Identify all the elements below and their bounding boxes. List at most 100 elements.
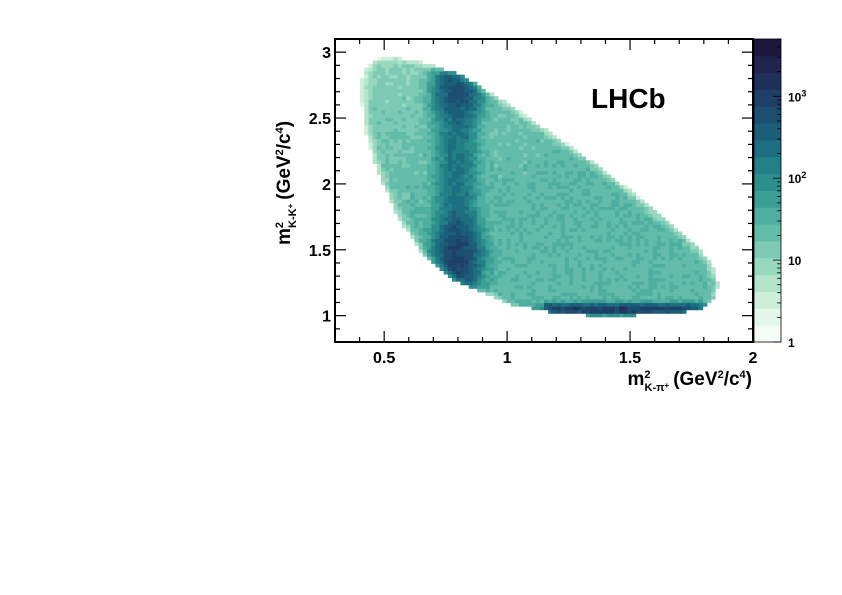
- heatmap-cell: [502, 121, 506, 125]
- heatmap-cell: [423, 224, 427, 228]
- heatmap-cell: [435, 117, 439, 121]
- heatmap-cell: [448, 210, 452, 214]
- heatmap-cell: [427, 146, 431, 150]
- heatmap-cell: [699, 303, 703, 307]
- heatmap-cell: [448, 100, 452, 104]
- heatmap-cell: [473, 178, 477, 182]
- heatmap-cell: [531, 174, 535, 178]
- heatmap-cell: [511, 167, 515, 171]
- heatmap-cell: [536, 271, 540, 275]
- heatmap-cell: [460, 135, 464, 139]
- heatmap-cell: [398, 82, 402, 86]
- heatmap-cell: [565, 224, 569, 228]
- heatmap-cell: [636, 242, 640, 246]
- heatmap-cell: [394, 60, 398, 64]
- heatmap-cell: [431, 207, 435, 211]
- heatmap-cell: [527, 214, 531, 218]
- heatmap-cell: [623, 196, 627, 200]
- heatmap-cell: [427, 78, 431, 82]
- heatmap-cell: [456, 239, 460, 243]
- heatmap-cell: [511, 107, 515, 111]
- heatmap-cell: [423, 135, 427, 139]
- heatmap-cell: [565, 142, 569, 146]
- heatmap-cell: [715, 281, 719, 285]
- heatmap-cell: [682, 296, 686, 300]
- heatmap-cell: [615, 271, 619, 275]
- heatmap-cell: [398, 207, 402, 211]
- heatmap-cell: [669, 256, 673, 260]
- heatmap-cell: [707, 267, 711, 271]
- heatmap-cell: [669, 285, 673, 289]
- heatmap-cell: [678, 260, 682, 264]
- heatmap-cell: [473, 128, 477, 132]
- heatmap-cell: [678, 303, 682, 307]
- heatmap-cell: [615, 303, 619, 307]
- heatmap-cell: [569, 146, 573, 150]
- heatmap-cell: [573, 231, 577, 235]
- heatmap-cell: [636, 296, 640, 300]
- heatmap-cell: [531, 203, 535, 207]
- heatmap-cell: [573, 171, 577, 175]
- heatmap-cell: [644, 289, 648, 293]
- heatmap-cell: [368, 78, 372, 82]
- heatmap-cell: [544, 296, 548, 300]
- heatmap-cell: [573, 267, 577, 271]
- heatmap-cell: [531, 267, 535, 271]
- heatmap-cell: [427, 182, 431, 186]
- heatmap-cell: [540, 203, 544, 207]
- heatmap-cell: [385, 182, 389, 186]
- heatmap-cell: [665, 249, 669, 253]
- heatmap-cell: [536, 306, 540, 310]
- heatmap-cell: [594, 281, 598, 285]
- heatmap-cell: [598, 189, 602, 193]
- heatmap-cell: [406, 68, 410, 72]
- heatmap-cell: [665, 242, 669, 246]
- heatmap-cell: [527, 182, 531, 186]
- heatmap-cell: [669, 303, 673, 307]
- heatmap-cell: [711, 267, 715, 271]
- heatmap-cell: [536, 207, 540, 211]
- heatmap-cell: [368, 110, 372, 114]
- heatmap-cell: [590, 239, 594, 243]
- heatmap-cell: [548, 199, 552, 203]
- heatmap-cell: [527, 249, 531, 253]
- heatmap-cell: [682, 278, 686, 282]
- heatmap-cell: [690, 256, 694, 260]
- heatmap-cell: [590, 210, 594, 214]
- heatmap-cell: [590, 278, 594, 282]
- heatmap-cell: [569, 306, 573, 310]
- heatmap-cell: [460, 274, 464, 278]
- heatmap-cell: [381, 71, 385, 75]
- heatmap-cell: [452, 178, 456, 182]
- heatmap-cell: [402, 107, 406, 111]
- heatmap-cell: [431, 249, 435, 253]
- heatmap-cell: [582, 253, 586, 257]
- heatmap-cell: [552, 267, 556, 271]
- heatmap-cell: [619, 285, 623, 289]
- heatmap-cell: [444, 174, 448, 178]
- heatmap-cell: [452, 114, 456, 118]
- heatmap-cell: [636, 217, 640, 221]
- heatmap-cell: [523, 178, 527, 182]
- heatmap-cell: [444, 267, 448, 271]
- heatmap-cell: [519, 207, 523, 211]
- heatmap-cell: [473, 249, 477, 253]
- heatmap-cell: [515, 128, 519, 132]
- heatmap-cell: [523, 249, 527, 253]
- heatmap-cell: [515, 207, 519, 211]
- heatmap-cell: [598, 171, 602, 175]
- heatmap-cell: [636, 278, 640, 282]
- heatmap-cell: [640, 256, 644, 260]
- heatmap-cell: [456, 174, 460, 178]
- heatmap-cell: [590, 185, 594, 189]
- heatmap-cell: [506, 139, 510, 143]
- heatmap-cell: [481, 224, 485, 228]
- heatmap-cell: [577, 299, 581, 303]
- heatmap-cell: [544, 210, 548, 214]
- heatmap-cell: [703, 299, 707, 303]
- heatmap-cell: [444, 224, 448, 228]
- heatmap-cell: [603, 274, 607, 278]
- heatmap-cell: [640, 289, 644, 293]
- heatmap-cell: [410, 153, 414, 157]
- heatmap-cell: [594, 256, 598, 260]
